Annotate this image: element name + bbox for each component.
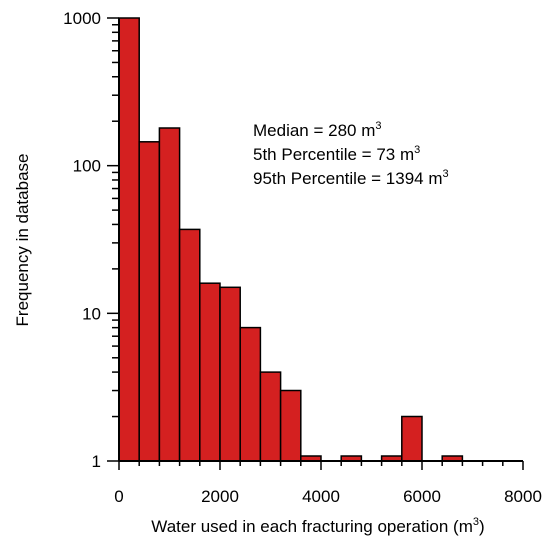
histogram-bar bbox=[199, 282, 221, 462]
y-axis-title: Frequency in database bbox=[13, 154, 32, 327]
histogram-bar bbox=[279, 389, 302, 462]
histogram-bar bbox=[401, 415, 423, 462]
histogram-bar bbox=[158, 127, 181, 462]
y-tick-label: 1 bbox=[92, 452, 101, 471]
histogram-bar bbox=[259, 371, 282, 462]
annotation-95th-percentile: 95th Percentile = 1394 m3 bbox=[253, 168, 449, 188]
annotation-5th-percentile: 5th Percentile = 73 m3 bbox=[253, 144, 420, 164]
x-tick-label: 2000 bbox=[201, 487, 239, 506]
histogram-bar bbox=[219, 286, 241, 462]
x-tick-label: 0 bbox=[114, 487, 123, 506]
y-tick-label: 100 bbox=[73, 157, 101, 176]
annotation-median: Median = 280 m3 bbox=[253, 120, 382, 140]
x-axis-ticks: 0 2000 4000 6000 8000 bbox=[114, 461, 542, 506]
x-tick-label: 8000 bbox=[504, 487, 542, 506]
y-tick-label: 1000 bbox=[63, 9, 101, 28]
histogram-bar bbox=[178, 228, 201, 462]
x-tick-label: 6000 bbox=[403, 487, 441, 506]
x-tick-label: 4000 bbox=[302, 487, 340, 506]
x-axis-title: Water used in each fracturing operation … bbox=[151, 516, 484, 536]
histogram-bar bbox=[239, 326, 262, 462]
histogram-bars bbox=[118, 17, 464, 462]
histogram-bar bbox=[118, 17, 140, 462]
y-tick-label: 10 bbox=[82, 304, 101, 323]
y-axis-ticks: 1 10 100 1000 bbox=[63, 9, 119, 471]
histogram-bar bbox=[138, 141, 161, 462]
